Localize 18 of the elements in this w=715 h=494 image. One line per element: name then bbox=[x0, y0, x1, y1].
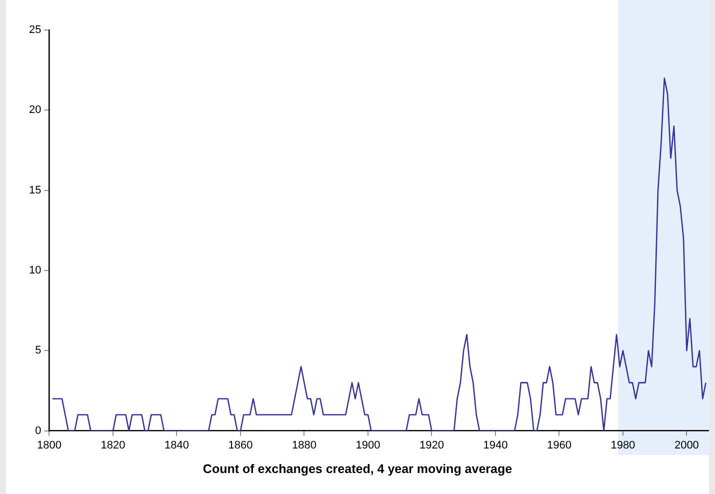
x-tick-label: 1940 bbox=[483, 439, 508, 452]
y-tick-label: 5 bbox=[35, 344, 42, 357]
x-tick-label: 1900 bbox=[356, 439, 380, 452]
y-tick-label: 0 bbox=[35, 424, 42, 437]
y-tick-label: 20 bbox=[28, 104, 42, 116]
y-tick-label: 15 bbox=[28, 184, 42, 196]
x-tick-label: 1920 bbox=[419, 439, 444, 452]
x-tick-label: 2000 bbox=[674, 439, 699, 452]
y-tick-label: 10 bbox=[28, 264, 42, 277]
x-tick-label: 1880 bbox=[292, 439, 316, 452]
x-tick-label: 1980 bbox=[610, 439, 636, 452]
x-tick-label: 1820 bbox=[100, 439, 126, 452]
x-tick-label: 1840 bbox=[164, 439, 189, 452]
x-tick-label: 1800 bbox=[36, 439, 62, 452]
x-axis-title: Count of exchanges created, 4 year moving average bbox=[202, 462, 514, 476]
x-tick-label: 1960 bbox=[546, 439, 572, 452]
x-tick-label: 1860 bbox=[228, 439, 253, 452]
y-tick-label: 25 bbox=[28, 24, 42, 36]
